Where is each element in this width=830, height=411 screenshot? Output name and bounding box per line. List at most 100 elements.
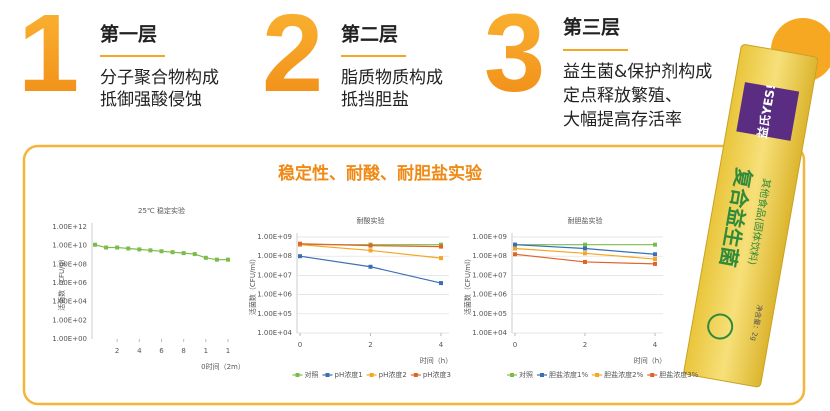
y-axis-label: 活菌数（CFU/ml） bbox=[463, 255, 472, 315]
data-point bbox=[583, 251, 587, 256]
layer-line: 抵御强酸侵蚀 bbox=[100, 90, 202, 110]
layer-number: 1 bbox=[18, 0, 79, 115]
legend-swatch bbox=[510, 373, 514, 377]
data-point bbox=[368, 248, 373, 253]
y-tick-label: 1.00E+05 bbox=[257, 310, 292, 318]
y-tick-label: 1.00E+06 bbox=[472, 291, 507, 299]
series-line bbox=[299, 255, 442, 284]
x-tick-label: 2 bbox=[583, 341, 587, 349]
data-point bbox=[159, 249, 164, 254]
legend-swatch bbox=[369, 373, 374, 377]
data-point bbox=[93, 242, 97, 247]
data-point bbox=[203, 255, 208, 260]
legend-label: 胆盐浓度3% bbox=[659, 370, 698, 379]
legend-label: 对照 bbox=[519, 370, 533, 379]
chart-title: 耐胆盐实验 bbox=[568, 216, 603, 225]
layer-line: 大幅提高存活率 bbox=[563, 110, 682, 130]
y-tick-label: 1.00E+06 bbox=[52, 279, 87, 287]
y-tick-label: 1.00E+09 bbox=[472, 233, 507, 241]
y-tick-label: 1.00E+09 bbox=[257, 233, 292, 241]
x-axis-label: 时间（h） bbox=[634, 356, 666, 365]
data-point bbox=[653, 261, 657, 266]
legend-swatch bbox=[295, 373, 300, 377]
legend-swatch bbox=[413, 373, 418, 377]
x-tick-label: 6 bbox=[159, 347, 164, 355]
x-tick-label: 0 bbox=[298, 341, 302, 349]
data-point bbox=[170, 250, 175, 255]
data-point bbox=[298, 254, 302, 259]
data-point bbox=[181, 251, 186, 256]
data-point bbox=[439, 281, 443, 286]
x-axis-label: 0时间（2m） bbox=[201, 362, 245, 371]
data-point bbox=[298, 241, 302, 246]
data-point bbox=[214, 257, 219, 262]
x-axis-label: 时间（h） bbox=[420, 356, 452, 365]
x-tick-label: 4 bbox=[653, 341, 658, 349]
legend-swatch bbox=[540, 373, 544, 377]
y-tick-label: 1.00E+04 bbox=[52, 298, 87, 306]
data-point bbox=[226, 257, 230, 262]
data-point bbox=[148, 248, 153, 253]
data-point bbox=[583, 242, 587, 247]
data-point bbox=[583, 259, 587, 264]
layer-line: 定点释放繁殖、 bbox=[563, 86, 682, 106]
y-tick-label: 1.00E+04 bbox=[257, 329, 292, 337]
x-tick-label: 1 bbox=[204, 347, 208, 355]
brand-badge bbox=[736, 82, 800, 141]
data-point bbox=[126, 246, 131, 251]
data-point bbox=[583, 246, 587, 251]
legend-label: 胆盐浓度1% bbox=[549, 370, 588, 379]
data-point bbox=[653, 257, 657, 262]
x-tick-label: 8 bbox=[181, 347, 185, 355]
layer-title: 第三层 bbox=[563, 16, 620, 39]
data-point bbox=[192, 252, 197, 257]
chart-title: 25℃ 稳定实验 bbox=[138, 206, 185, 215]
y-tick-label: 1.00E+05 bbox=[472, 310, 507, 318]
legend-label: pH浓度2 bbox=[379, 370, 407, 379]
layer-line: 益生菌&保护剂构成 bbox=[563, 62, 712, 82]
x-tick-label: 4 bbox=[439, 341, 444, 349]
legend-label: pH浓度1 bbox=[335, 370, 363, 379]
layer-number: 2 bbox=[262, 0, 323, 115]
layer-line: 抵挡胆盐 bbox=[341, 90, 409, 110]
y-tick-label: 1.00E+10 bbox=[52, 242, 87, 250]
x-tick-label: 1 bbox=[226, 347, 230, 355]
data-point bbox=[439, 244, 443, 249]
layer-line: 分子聚合物构成 bbox=[100, 68, 219, 88]
logo bbox=[707, 313, 734, 340]
y-tick-label: 1.00E+12 bbox=[52, 223, 87, 231]
x-tick-label: 4 bbox=[137, 347, 142, 355]
legend-swatch bbox=[595, 373, 600, 377]
y-tick-label: 1.00E+04 bbox=[472, 329, 507, 337]
y-tick-label: 1.00E+06 bbox=[257, 291, 292, 299]
legend-label: 对照 bbox=[305, 370, 319, 379]
data-point bbox=[439, 256, 443, 261]
y-tick-label: 1.00E+02 bbox=[52, 316, 87, 324]
legend-swatch bbox=[650, 373, 655, 377]
data-point bbox=[513, 246, 517, 251]
data-point bbox=[513, 242, 517, 247]
layer-title: 第二层 bbox=[341, 23, 398, 46]
chart-title: 耐酸实验 bbox=[357, 216, 385, 225]
y-tick-label: 1.00E+08 bbox=[472, 252, 507, 260]
data-point bbox=[653, 252, 657, 257]
y-axis-label: 活菌数（CFU/g） bbox=[57, 255, 66, 311]
legend-label: 胆盐浓度2% bbox=[604, 370, 643, 379]
layer-number: 3 bbox=[484, 0, 545, 115]
data-point bbox=[513, 252, 517, 257]
x-tick-label: 2 bbox=[368, 341, 372, 349]
y-axis-label: 活菌数（CFU/ml） bbox=[248, 255, 257, 315]
y-tick-label: 1.00E+07 bbox=[257, 271, 292, 279]
y-tick-label: 1.00E+08 bbox=[52, 260, 87, 268]
panel-title: 稳定性、耐酸、耐胆盐实验 bbox=[278, 163, 483, 184]
layer-title: 第一层 bbox=[100, 23, 157, 46]
y-tick-label: 1.00E+07 bbox=[472, 271, 507, 279]
product: 益氏YES! 复合益生菌 其他食品(固体饮料) 净含量：2g bbox=[683, 44, 819, 388]
data-point bbox=[137, 247, 142, 252]
y-tick-label: 1.00E+08 bbox=[257, 252, 292, 260]
panel bbox=[22, 144, 806, 406]
data-point bbox=[104, 245, 109, 250]
data-point bbox=[368, 243, 373, 248]
x-tick-label: 0 bbox=[513, 341, 517, 349]
